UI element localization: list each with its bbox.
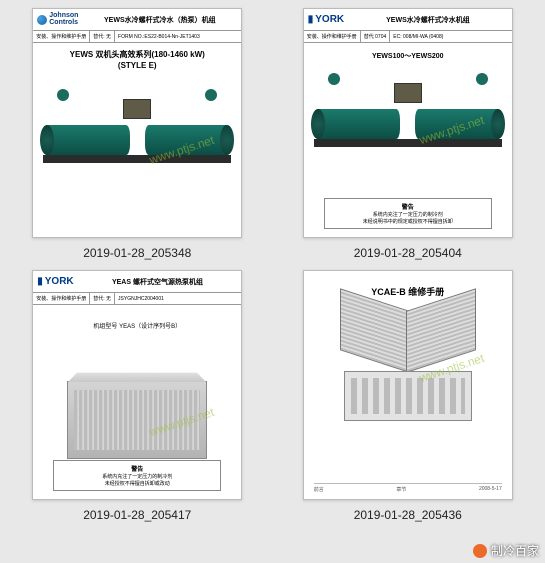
- file-caption: 2019-01-28_205417: [83, 508, 191, 522]
- page-header: Johnson Controls YEWS水冷螺杆式冷水（热泵）机组: [33, 9, 241, 31]
- file-item[interactable]: ▮YORK YEWS水冷螺杆式冷水机组 安装、操作和维护手册 替代 0704 E…: [283, 8, 534, 260]
- header-title: YEWS水冷螺杆式冷水（热泵）机组: [82, 15, 237, 25]
- source-icon: [473, 544, 487, 558]
- file-item[interactable]: ▮YORK YEAS 螺杆式空气源热泵机组 安装、操作和维护手册 替代: 无 J…: [12, 270, 263, 522]
- warning-box: 警告 系统内充注了一定压力的制冷剂 未经授权不得擅自拆卸或改动: [53, 460, 221, 491]
- thumbnail: ▮YORK YEAS 螺杆式空气源热泵机组 安装、操作和维护手册 替代: 无 J…: [32, 270, 242, 500]
- source-watermark: 制冷百家: [473, 542, 539, 559]
- chiller-illustration: [314, 77, 502, 147]
- york-logo: ▮YORK: [308, 14, 344, 25]
- thumbnail: Johnson Controls YEWS水冷螺杆式冷水（热泵）机组 安装、操作…: [32, 8, 242, 238]
- doc-title: YCAE-B 维修手册: [304, 285, 512, 298]
- model-line: YEWS100～YEWS200: [304, 51, 512, 61]
- thumbnail: YCAE-B 维修手册 www.ptjs.net 前言 章节 2008-5-17: [303, 270, 513, 500]
- header-title: YEAS 螺杆式空气源热泵机组: [78, 277, 238, 287]
- page-footer: 前言 章节 2008-5-17: [314, 483, 502, 493]
- chiller-illustration: [43, 93, 231, 163]
- header-title: YEWS水冷螺杆式冷水机组: [348, 15, 508, 25]
- thumbnail-grid: Johnson Controls YEWS水冷螺杆式冷水（热泵）机组 安装、操作…: [0, 0, 545, 530]
- file-caption: 2019-01-28_205404: [354, 246, 462, 260]
- page-subheader: 安装、操作和维护手册 替代: 无 JSYGNJHC2004001: [33, 293, 241, 305]
- file-item[interactable]: Johnson Controls YEWS水冷螺杆式冷水（热泵）机组 安装、操作…: [12, 8, 263, 260]
- warning-box: 警告 系统内充注了一定压力的制冷剂 未经说明书中的规定或授权不得擅自拆卸: [324, 198, 492, 229]
- page-body: YEWS100～YEWS200 www.ptjs.net 警告 系统内充注了一定…: [304, 43, 512, 237]
- aircooled-illustration: [340, 311, 476, 421]
- heatpump-illustration: [67, 381, 207, 459]
- page-body: YEWS 双机头高效系列(180-1460 kW) (STYLE E) www.…: [33, 43, 241, 237]
- page-body: YCAE-B 维修手册 www.ptjs.net 前言 章节 2008-5-17: [304, 271, 512, 499]
- globe-icon: [37, 15, 47, 25]
- johnson-controls-logo: Johnson Controls: [37, 13, 78, 26]
- thumbnail: ▮YORK YEWS水冷螺杆式冷水机组 安装、操作和维护手册 替代 0704 E…: [303, 8, 513, 238]
- page-header: ▮YORK YEWS水冷螺杆式冷水机组: [304, 9, 512, 31]
- page-header: ▮YORK YEAS 螺杆式空气源热泵机组: [33, 271, 241, 293]
- page-subheader: 安装、操作和维护手册 替代 0704 EC: 008/MI-WA (0408): [304, 31, 512, 43]
- model-line: 机组型号 YEAS（设计序列号B）: [33, 321, 241, 330]
- page-subheader: 安装、操作和维护手册 替代: 无 FORM NO.:ES22-B014-Nn-J…: [33, 31, 241, 43]
- doc-title: YEWS 双机头高效系列(180-1460 kW) (STYLE E): [33, 49, 241, 71]
- file-item[interactable]: YCAE-B 维修手册 www.ptjs.net 前言 章节 2008-5-17…: [283, 270, 534, 522]
- york-logo: ▮YORK: [37, 276, 73, 287]
- file-caption: 2019-01-28_205436: [354, 508, 462, 522]
- file-caption: 2019-01-28_205348: [83, 246, 191, 260]
- page-body: 机组型号 YEAS（设计序列号B） www.ptjs.net 警告 系统内充注了…: [33, 305, 241, 499]
